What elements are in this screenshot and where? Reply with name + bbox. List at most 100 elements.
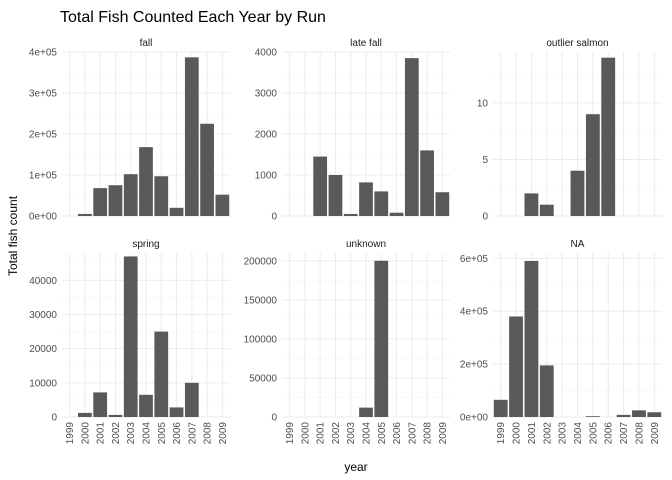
x-tick-label: 2002: [331, 422, 342, 445]
x-tick-label: 2007: [619, 422, 630, 445]
x-tick-label: 2001: [316, 422, 327, 445]
x-tick-label: 2002: [542, 422, 553, 445]
bar-fall-2001: [93, 188, 108, 216]
bar-spring-2005: [154, 331, 169, 417]
y-tick-label: 0: [51, 413, 57, 424]
x-tick-label: 2009: [218, 422, 229, 445]
bar-unknown-2005: [374, 260, 389, 417]
x-tick-label: 2006: [604, 422, 615, 445]
bar-late-fall-2008: [420, 150, 434, 216]
y-tick-label: 150000: [244, 295, 278, 306]
bar-late-fall-2001: [313, 156, 328, 216]
x-tick-label: 2002: [111, 422, 122, 445]
y-tick-label: 0: [271, 212, 277, 223]
y-tick-label: 2e+05: [460, 360, 489, 371]
y-tick-label: 20000: [29, 344, 57, 355]
bar-late-fall-2002: [328, 175, 343, 216]
bar-na-2001: [524, 260, 539, 417]
bar-fall-2004: [139, 147, 153, 216]
x-tick-label: 2003: [558, 422, 569, 445]
y-tick-label: 50000: [249, 373, 277, 384]
bar-late-fall-2007: [404, 58, 419, 217]
y-tick-label: 1e+05: [29, 171, 58, 182]
y-tick-label: 10000: [29, 378, 57, 389]
y-tick-label: 4e+05: [29, 48, 58, 59]
y-tick-label: 0: [271, 413, 277, 424]
y-tick-label: 5: [482, 155, 488, 166]
x-tick-label: 2000: [80, 422, 91, 445]
y-tick-label: 30000: [29, 310, 57, 321]
facet-label-spring: spring: [132, 239, 159, 250]
x-tick-label: 2008: [203, 422, 214, 445]
bar-late-fall-2004: [359, 182, 373, 216]
x-tick-label: 1999: [65, 422, 76, 445]
facet-panels: 0e+001e+052e+053e+054e+05fall01000200030…: [29, 38, 662, 444]
bar-na-1999: [493, 399, 508, 417]
bar-spring-2001: [93, 392, 108, 417]
bar-outlier-salmon-2001: [524, 193, 539, 216]
facet-panel-unknown: 0 50000 100000 150000 200000 unknown 1999 2000 2…: [244, 239, 450, 444]
y-tick-label: 100000: [244, 334, 278, 345]
bar-outlier-salmon-2004: [570, 170, 585, 216]
y-tick-label: 0: [482, 212, 488, 223]
bar-spring-2002: [108, 414, 123, 417]
y-tick-label: 2000: [255, 130, 278, 141]
x-tick-label: 2004: [362, 422, 373, 445]
bar-fall-2008: [200, 123, 214, 216]
facet-panel-late-fall: 0 1000 2000 3000 4000 late fall: [255, 38, 450, 223]
x-tick-label: 2005: [377, 422, 388, 445]
bar-na-2000: [509, 316, 523, 417]
y-tick-label: 200000: [244, 256, 278, 267]
x-tick-label: 2007: [187, 422, 198, 445]
bar-late-fall-2003: [343, 213, 358, 216]
y-tick-label: 3e+05: [29, 89, 58, 100]
facet-panel-fall: 0e+00 1e+05 2e+05 3e+05 4e+05 fall: [29, 38, 230, 223]
x-tick-label: 1999: [285, 422, 296, 445]
facet-panel-na: 0e+00 2e+05 4e+05 6e+05 NA 1999 2000 2001 2002 20…: [460, 239, 662, 444]
x-tick-label: 2005: [588, 422, 599, 445]
bar-fall-2000: [78, 213, 92, 216]
y-tick-label: 6e+05: [460, 254, 489, 265]
x-tick-label: 2003: [126, 422, 137, 445]
bar-late-fall-2006: [389, 212, 404, 216]
facet-label-outlier-salmon: outlier salmon: [546, 38, 608, 49]
y-tick-label: 0e+00: [460, 413, 489, 424]
x-tick-label: 2004: [573, 422, 584, 445]
x-tick-label: 2009: [438, 422, 449, 445]
bar-fall-2006: [169, 207, 184, 216]
x-tick-label: 2007: [407, 422, 418, 445]
x-tick-label: 2006: [392, 422, 403, 445]
bar-fall-2007: [184, 57, 199, 216]
bar-na-2009: [647, 412, 662, 417]
bar-spring-2004: [139, 394, 153, 417]
x-axis-label: year: [344, 460, 367, 474]
bar-outlier-salmon-2006: [601, 57, 616, 216]
x-tick-label: 2008: [423, 422, 434, 445]
facet-label-unknown: unknown: [346, 239, 386, 250]
bar-na-2007: [616, 414, 631, 417]
x-tick-label: 2004: [142, 422, 153, 445]
x-tick-label: 2006: [172, 422, 183, 445]
y-tick-label: 3000: [255, 89, 278, 100]
facet-panel-outlier-salmon: 0 5 10 outlier salmon: [477, 38, 662, 223]
facet-panel-spring: 0 10000 20000 30000 40000 spring 1999 2000 2001 2…: [29, 239, 230, 444]
bar-spring-2006: [169, 407, 184, 417]
x-tick-label: 2001: [527, 422, 538, 445]
bar-spring-2003: [123, 256, 138, 417]
x-tick-label: 2000: [300, 422, 311, 445]
x-tick-label: 2009: [650, 422, 661, 445]
bar-na-2002: [539, 365, 554, 417]
x-tick-label: 2000: [512, 422, 523, 445]
y-tick-label: 4e+05: [460, 307, 489, 318]
y-tick-label: 1000: [255, 171, 278, 182]
x-tick-label: 2008: [634, 422, 645, 445]
y-tick-label: 4000: [255, 48, 278, 59]
bar-fall-2002: [108, 185, 123, 216]
y-tick-label: 40000: [29, 276, 57, 287]
y-tick-label: 2e+05: [29, 130, 58, 141]
bar-na-2005: [585, 416, 600, 417]
y-tick-label: 10: [477, 98, 489, 109]
bar-fall-2009: [215, 194, 230, 216]
bar-spring-2000: [78, 412, 92, 417]
